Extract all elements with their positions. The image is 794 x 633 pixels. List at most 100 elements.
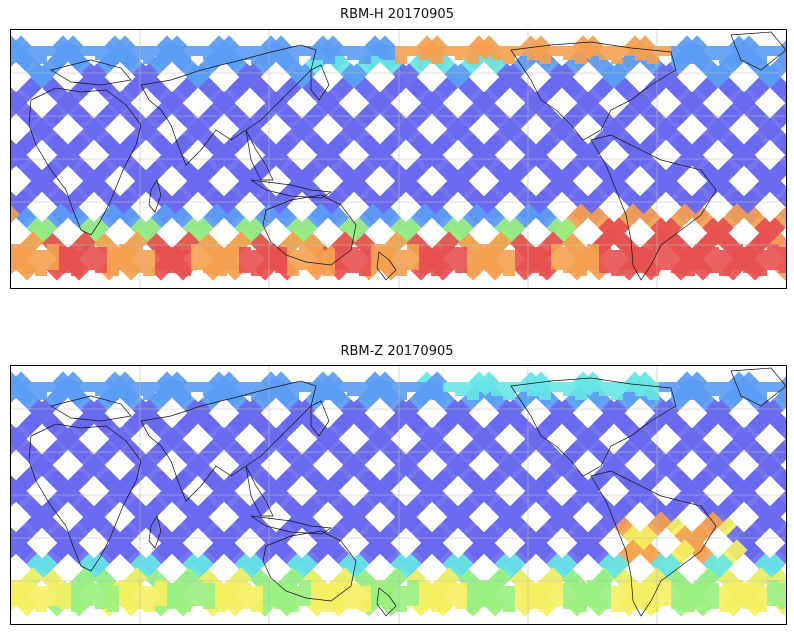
swath-cap-north [455, 46, 467, 60]
swath-cap-north [527, 46, 539, 60]
swath-cap-north [551, 382, 563, 392]
swath-cap-south [527, 247, 539, 273]
swath-segment [764, 511, 786, 544]
coastline [245, 465, 274, 517]
swath-cap-north [743, 382, 755, 396]
swath-cap-north [95, 382, 107, 396]
swath-cap-north [611, 382, 623, 400]
swath-cap-north [599, 46, 611, 60]
swath-cap-north [179, 382, 191, 400]
swath-cap-south [695, 580, 707, 606]
swath-cap-south [155, 580, 167, 606]
swath-cap-south [23, 583, 35, 609]
swath-cap-south [431, 250, 443, 276]
swath-cap-south [647, 586, 659, 612]
swath-cap-south [407, 244, 419, 270]
swath-cap-north [587, 382, 599, 392]
swath-cap-south [311, 247, 323, 273]
swath-cap-south [371, 244, 383, 270]
coastline [50, 59, 132, 86]
swath-cap-north [311, 46, 323, 60]
swath-cap-south [635, 583, 647, 609]
swath-segment [11, 483, 24, 507]
swath-cap-south [431, 586, 443, 612]
swath-cap-south [743, 583, 755, 609]
swath-cap-south [395, 586, 407, 612]
swath-cap-north [191, 46, 203, 56]
swath-cap-north [383, 382, 395, 396]
swath-cap-south [71, 586, 83, 612]
swath-cap-south [35, 586, 47, 612]
swath-cap-north [395, 382, 407, 400]
swath-cap-north [155, 46, 167, 56]
swath-cap-south [167, 247, 179, 273]
swath-cap-north [527, 382, 539, 396]
swath-cap-north [755, 382, 767, 400]
swath-cap-south [107, 250, 119, 276]
swath-cap-south [707, 583, 719, 609]
swath-cap-north [575, 382, 587, 400]
swath-segment [11, 147, 24, 171]
swath-cap-north [203, 382, 215, 396]
swath-cap-south [323, 586, 335, 612]
coastline [50, 395, 132, 422]
swath-cap-north [131, 46, 143, 60]
swath-cap-south [527, 583, 539, 609]
swath-cap-south [215, 250, 227, 276]
swath-cap-south [767, 580, 779, 606]
swath-cap-north [215, 46, 227, 64]
swath-cap-south [47, 580, 59, 606]
swath-cap-north [635, 382, 647, 396]
swath-cap-north [335, 46, 347, 56]
coastline [148, 515, 162, 549]
swath-cap-north [59, 46, 71, 60]
swath-cap-north [215, 382, 227, 400]
swath-cap-south [455, 583, 467, 609]
swath-layer-top [11, 35, 786, 281]
swath-cap-south [143, 586, 155, 612]
swath-cap-south [191, 580, 203, 606]
swath-cap-south [59, 583, 71, 609]
swath-cap-south [515, 580, 527, 606]
swath-cap-south [299, 244, 311, 270]
swath-cap-north [659, 46, 671, 56]
swath-cap-north [95, 46, 107, 60]
swath-cap-south [11, 244, 23, 270]
swath-cap-north [455, 382, 467, 396]
swath-cap-south [311, 583, 323, 609]
swath-cap-south [95, 247, 107, 273]
swath-cap-south [227, 580, 239, 606]
coastline [510, 377, 677, 477]
swath-cap-north [143, 46, 155, 64]
swath-cap-south [683, 250, 695, 276]
coastline [250, 515, 333, 535]
swath-cap-south [635, 247, 647, 273]
swath-cap-south [455, 247, 467, 273]
swath-cap-south [671, 247, 683, 273]
swath-segment [770, 77, 786, 104]
swath-cap-north [179, 46, 191, 64]
coastline [590, 470, 717, 617]
swath-cap-south [755, 586, 767, 612]
swath-cap-north [383, 46, 395, 60]
swath-cap-north [371, 46, 383, 56]
swath-cap-south [347, 583, 359, 609]
swath-cap-north [239, 46, 251, 60]
coastline [590, 134, 717, 281]
swath-cap-north [443, 46, 455, 56]
swath-cap-south [419, 583, 431, 609]
swath-cap-north [191, 382, 203, 392]
swath-cap-north [23, 382, 35, 396]
swath-cap-south [719, 250, 731, 276]
swath-cap-north [695, 46, 707, 56]
swath-cap-north [575, 46, 587, 64]
swath-cap-south [47, 244, 59, 270]
swath-cap-north [767, 46, 779, 56]
swath-cap-north [11, 382, 23, 392]
swath-cap-south [395, 250, 407, 276]
swath-cap-north [587, 46, 599, 56]
swath-cap-south [107, 586, 119, 612]
swath-cap-south [731, 244, 743, 270]
swath-cap-south [143, 250, 155, 276]
coastline [730, 31, 786, 71]
